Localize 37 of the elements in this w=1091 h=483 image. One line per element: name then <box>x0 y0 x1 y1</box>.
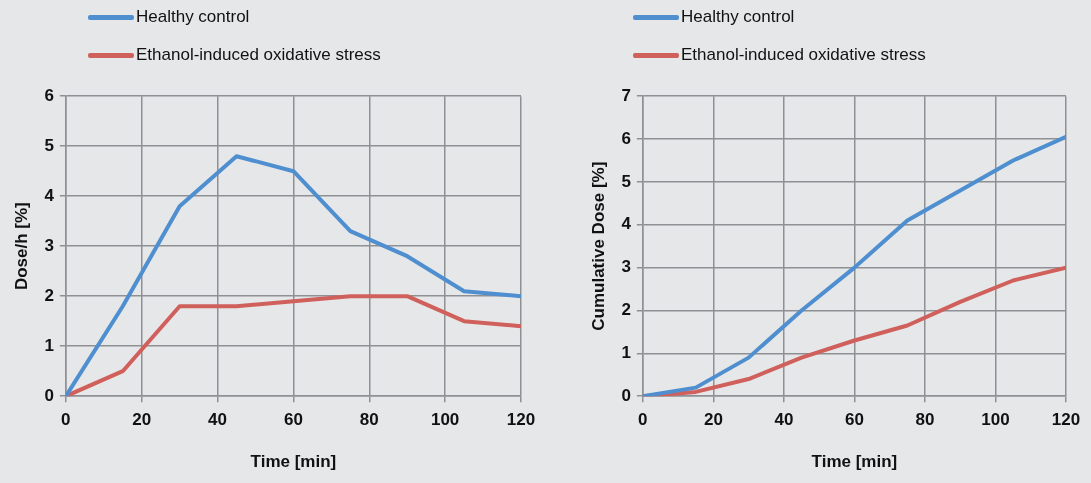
legend-label: Ethanol-induced oxidative stress <box>681 45 926 65</box>
y-tick-label: 2 <box>621 300 631 320</box>
x-tick-label: 60 <box>844 410 864 430</box>
x-axis-title: Time [min] <box>811 452 898 472</box>
y-axis-title: Dose/h [%] <box>11 202 31 291</box>
y-tick-label: 4 <box>621 214 632 234</box>
y-tick-label: 1 <box>621 343 631 363</box>
y-tick-label: 3 <box>44 235 54 255</box>
x-tick-label: 60 <box>283 410 303 430</box>
x-tick-label: 120 <box>506 410 536 430</box>
x-tick-label: 120 <box>1051 410 1081 430</box>
x-tick-label: 40 <box>208 410 228 430</box>
y-tick-label: 0 <box>621 385 631 405</box>
x-tick-label: 20 <box>703 410 723 430</box>
legend-label: Ethanol-induced oxidative stress <box>136 45 381 65</box>
x-tick-label: 20 <box>132 410 152 430</box>
legend-label: Healthy control <box>136 7 250 27</box>
x-tick-label: 100 <box>430 410 460 430</box>
x-axis-title: Time [min] <box>250 452 337 472</box>
y-tick-label: 0 <box>44 385 54 405</box>
x-tick-label: 80 <box>359 410 379 430</box>
x-tick-label: 0 <box>638 410 648 430</box>
x-tick-label: 100 <box>981 410 1010 430</box>
y-tick-label: 7 <box>621 85 631 105</box>
legend-label: Healthy control <box>681 7 795 27</box>
x-tick-label: 0 <box>61 410 71 430</box>
y-tick-label: 5 <box>621 171 631 191</box>
y-tick-label: 4 <box>44 185 55 205</box>
y-tick-label: 6 <box>44 85 54 105</box>
y-tick-label: 1 <box>44 335 54 355</box>
y-tick-label: 2 <box>44 285 54 305</box>
x-tick-label: 40 <box>774 410 794 430</box>
x-tick-label: 80 <box>915 410 935 430</box>
y-tick-label: 3 <box>621 257 631 277</box>
y-axis-title: Cumulative Dose [%] <box>588 161 608 331</box>
y-tick-label: 6 <box>621 128 631 148</box>
y-tick-label: 5 <box>44 135 54 155</box>
